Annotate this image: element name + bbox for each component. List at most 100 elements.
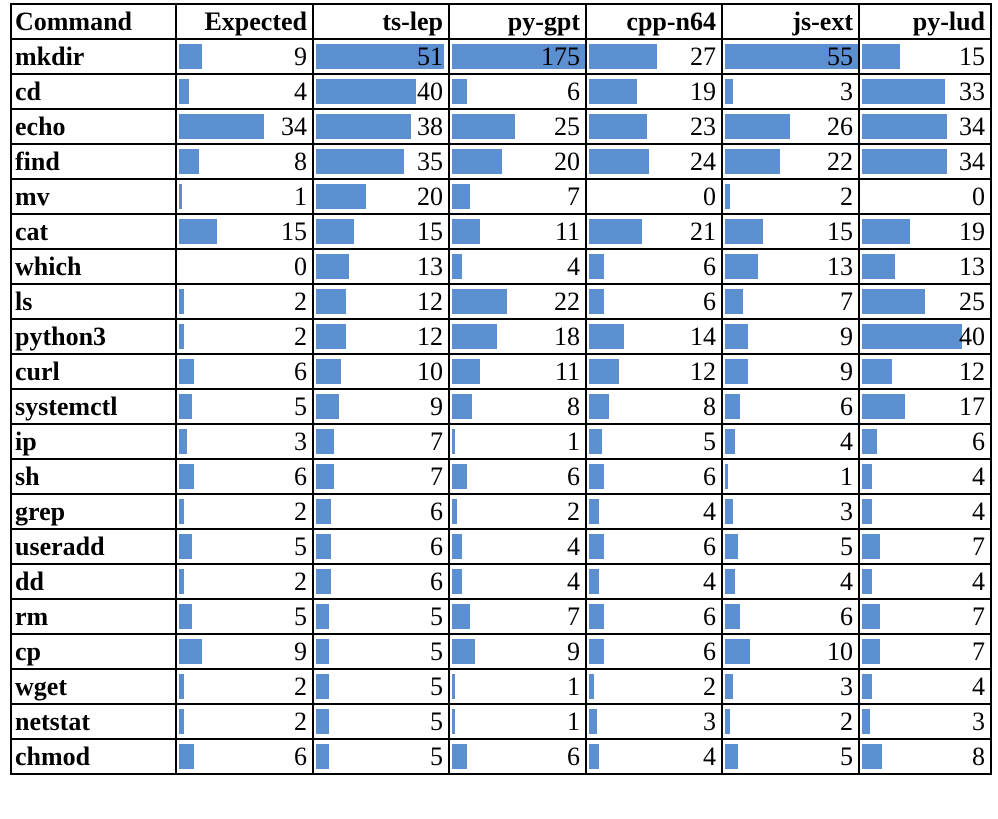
data-bar xyxy=(316,184,366,209)
cell-value: 15 xyxy=(281,217,307,246)
value-cell: 6 xyxy=(585,598,723,635)
table-row: curl 6 10 11 12 9 12 xyxy=(10,353,992,390)
cell-value: 17 xyxy=(959,392,985,421)
table-row: mv 1 20 7 0 2 0 xyxy=(10,178,992,215)
data-bar xyxy=(179,289,184,314)
data-bar xyxy=(725,499,733,524)
data-bar xyxy=(452,289,507,314)
value-cell: 5 xyxy=(312,598,450,635)
value-cell: 7 xyxy=(858,598,992,635)
cell-value: 12 xyxy=(690,357,716,386)
value-cell: 4 xyxy=(585,493,723,530)
data-bar xyxy=(452,744,467,769)
cell-value: 34 xyxy=(281,112,307,141)
data-bar xyxy=(725,219,763,244)
cell-value: 4 xyxy=(703,497,716,526)
data-bar xyxy=(179,604,192,629)
value-cell: 34 xyxy=(175,108,314,145)
data-bar xyxy=(862,639,880,664)
data-bar xyxy=(316,219,354,244)
data-bar xyxy=(862,254,895,279)
cell-value: 6 xyxy=(430,497,443,526)
cell-value: 51 xyxy=(417,42,443,71)
data-bar xyxy=(179,184,182,209)
data-bar xyxy=(589,289,604,314)
data-bar xyxy=(179,639,202,664)
data-bar xyxy=(725,324,748,349)
table-row: cp 9 5 9 6 10 7 xyxy=(10,633,992,670)
table-row: wget 2 5 1 2 3 4 xyxy=(10,668,992,705)
value-cell: 2 xyxy=(721,178,860,215)
value-cell: 1 xyxy=(448,423,587,460)
data-bar xyxy=(179,464,194,489)
data-bar xyxy=(452,219,480,244)
value-cell: 38 xyxy=(312,108,450,145)
data-bar xyxy=(589,569,599,594)
value-cell: 4 xyxy=(858,458,992,495)
data-bar xyxy=(316,464,334,489)
cell-value: 5 xyxy=(294,602,307,631)
data-bar xyxy=(725,604,740,629)
data-bar xyxy=(589,219,642,244)
cell-value: 6 xyxy=(430,532,443,561)
value-cell: 5 xyxy=(721,738,860,775)
cell-value: 15 xyxy=(959,42,985,71)
command-cell: chmod xyxy=(10,738,177,775)
value-cell: 27 xyxy=(585,38,723,75)
data-bar xyxy=(179,149,199,174)
data-bar xyxy=(316,324,346,349)
data-bar xyxy=(179,324,184,349)
data-bar xyxy=(725,674,733,699)
data-bar xyxy=(452,464,467,489)
value-cell: 10 xyxy=(312,353,450,390)
value-cell: 1 xyxy=(175,178,314,215)
cell-value: 6 xyxy=(294,742,307,771)
cell-value: 18 xyxy=(554,322,580,351)
cell-value: 6 xyxy=(840,602,853,631)
table-row: rm 5 5 7 6 6 7 xyxy=(10,598,992,635)
data-bar xyxy=(725,394,740,419)
cell-value: 11 xyxy=(554,217,580,246)
value-cell: 1 xyxy=(448,703,587,740)
data-bar xyxy=(589,79,637,104)
data-bar xyxy=(862,79,945,104)
data-bar xyxy=(452,499,457,524)
data-bar xyxy=(725,254,758,279)
value-cell: 6 xyxy=(585,248,723,285)
data-bar xyxy=(589,499,599,524)
data-bar xyxy=(725,79,733,104)
value-cell: 0 xyxy=(585,178,723,215)
table-row: grep 2 6 2 4 3 4 xyxy=(10,493,992,530)
value-cell: 2 xyxy=(175,563,314,600)
value-cell: 0 xyxy=(858,178,992,215)
cell-value: 1 xyxy=(840,462,853,491)
table-row: mkdir 9 51 175 27 55 15 xyxy=(10,38,992,75)
cell-value: 27 xyxy=(690,42,716,71)
header-cell: Expected xyxy=(175,3,314,40)
cell-value: 25 xyxy=(554,112,580,141)
data-bar xyxy=(862,709,870,734)
table-row: find 8 35 20 24 22 34 xyxy=(10,143,992,180)
data-bar xyxy=(316,499,331,524)
value-cell: 9 xyxy=(175,38,314,75)
value-cell: 35 xyxy=(312,143,450,180)
data-bar xyxy=(725,744,738,769)
data-bar xyxy=(452,114,515,139)
value-cell: 9 xyxy=(448,633,587,670)
value-cell: 6 xyxy=(858,423,992,460)
table-row: dd 2 6 4 4 4 4 xyxy=(10,563,992,600)
command-cell: useradd xyxy=(10,528,177,565)
value-cell: 6 xyxy=(312,528,450,565)
value-cell: 4 xyxy=(448,563,587,600)
cell-value: 4 xyxy=(972,672,985,701)
cell-value: 5 xyxy=(430,707,443,736)
value-cell: 15 xyxy=(721,213,860,250)
value-cell: 6 xyxy=(585,528,723,565)
cell-value: 21 xyxy=(690,217,716,246)
data-bar xyxy=(179,79,189,104)
cell-value: 7 xyxy=(430,427,443,456)
cell-value: 2 xyxy=(703,672,716,701)
data-bar xyxy=(452,429,455,454)
value-cell: 12 xyxy=(585,353,723,390)
